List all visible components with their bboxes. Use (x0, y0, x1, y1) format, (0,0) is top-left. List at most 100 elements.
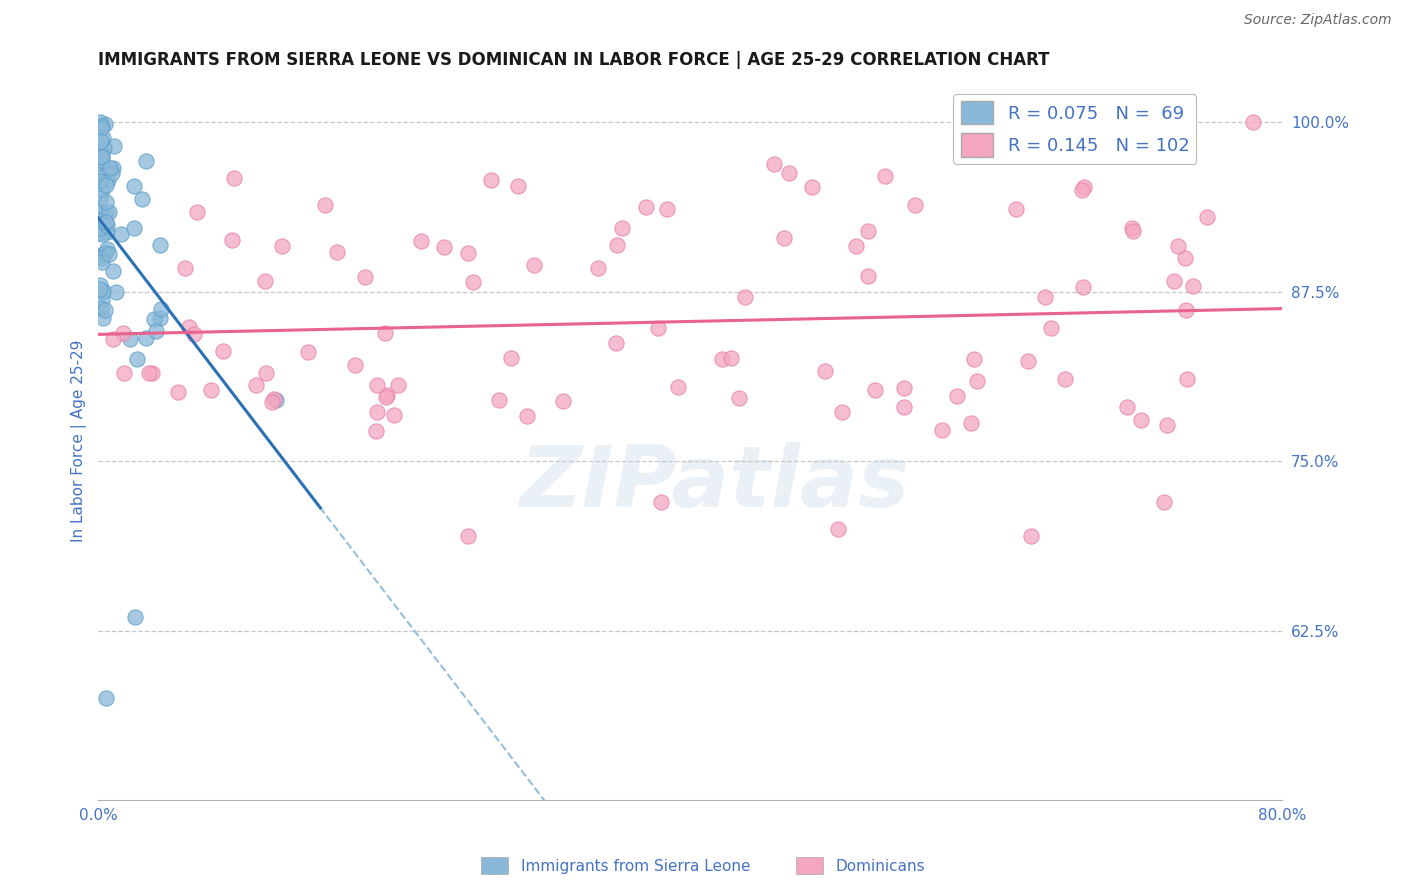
Point (89, 174, 111, 188)
Point (1167, 239, 1189, 253)
Point (200, 383, 222, 397)
Point (1071, 280, 1094, 294)
Point (90, 134, 112, 148)
Point (90, 153, 112, 168)
Point (125, 352, 148, 367)
Point (183, 326, 205, 341)
Point (98, 205, 121, 219)
Point (366, 405, 388, 419)
Point (253, 274, 276, 288)
Point (122, 179, 145, 194)
Point (1130, 412, 1153, 426)
Point (387, 378, 409, 392)
Point (118, 332, 141, 346)
Point (94, 691, 117, 706)
Point (720, 351, 742, 365)
Point (1175, 302, 1198, 317)
Point (93, 303, 115, 318)
Point (89, 191, 111, 205)
Point (89, 212, 111, 227)
Text: IMMIGRANTS FROM SIERRA LEONE VS DOMINICAN IN LABOR FORCE | AGE 25-29 CORRELATION: IMMIGRANTS FROM SIERRA LEONE VS DOMINICA… (98, 51, 1050, 69)
Point (893, 401, 915, 415)
Point (634, 200, 657, 214)
Point (1116, 400, 1139, 414)
Point (138, 366, 160, 380)
Point (457, 529, 479, 543)
Point (260, 394, 283, 409)
Point (91, 311, 114, 326)
Point (89, 278, 111, 293)
Point (606, 238, 628, 252)
Point (668, 380, 690, 394)
Point (87, 216, 110, 230)
Point (174, 260, 197, 275)
Point (91, 251, 114, 265)
Point (96, 218, 118, 232)
Point (245, 378, 267, 392)
Point (94, 245, 117, 260)
Point (96, 178, 118, 192)
Point (344, 358, 367, 372)
Point (966, 374, 988, 388)
Point (97, 173, 120, 187)
Legend: R = 0.075   N =  69, R = 0.145   N = 102: R = 0.075 N = 69, R = 0.145 N = 102 (953, 94, 1197, 164)
Point (94, 117, 117, 131)
Point (91, 218, 114, 232)
Point (1033, 290, 1056, 304)
Point (375, 387, 398, 401)
Point (94, 205, 117, 219)
Point (149, 238, 172, 252)
Point (89, 115, 111, 129)
Point (374, 390, 396, 404)
Point (856, 269, 879, 284)
Point (297, 344, 319, 359)
Point (101, 264, 124, 278)
Point (605, 336, 627, 351)
Point (364, 425, 387, 439)
Point (763, 157, 786, 171)
Point (149, 301, 172, 316)
Point (186, 205, 208, 219)
Point (90, 220, 112, 235)
Point (89, 249, 111, 263)
Point (1181, 278, 1204, 293)
Point (647, 320, 669, 334)
Point (122, 220, 145, 235)
Point (314, 198, 336, 212)
Point (904, 197, 927, 211)
Point (1004, 202, 1026, 216)
Point (457, 245, 479, 260)
Point (831, 405, 853, 419)
Point (963, 351, 986, 366)
Point (433, 240, 456, 254)
Point (875, 169, 897, 183)
Point (366, 378, 388, 392)
Point (1053, 372, 1076, 386)
Point (91, 154, 114, 169)
Point (523, 258, 546, 272)
Point (499, 351, 522, 366)
Point (773, 231, 796, 245)
Y-axis label: In Labor Force | Age 25-29: In Labor Force | Age 25-29 (72, 340, 87, 542)
Point (374, 326, 396, 340)
Point (893, 381, 915, 395)
Point (553, 393, 575, 408)
Point (650, 495, 672, 509)
Point (87, 226, 110, 240)
Point (91, 170, 114, 185)
Point (141, 366, 163, 380)
Point (105, 285, 128, 299)
Point (326, 245, 349, 260)
Point (90, 150, 112, 164)
Point (463, 275, 485, 289)
Point (827, 522, 849, 536)
Point (89, 205, 111, 219)
Point (778, 166, 800, 180)
Point (96, 225, 118, 239)
Point (124, 610, 146, 624)
Point (845, 238, 868, 252)
Point (111, 326, 134, 340)
Point (1156, 417, 1178, 432)
Point (211, 344, 233, 359)
Text: ZIPatlas: ZIPatlas (519, 442, 910, 525)
